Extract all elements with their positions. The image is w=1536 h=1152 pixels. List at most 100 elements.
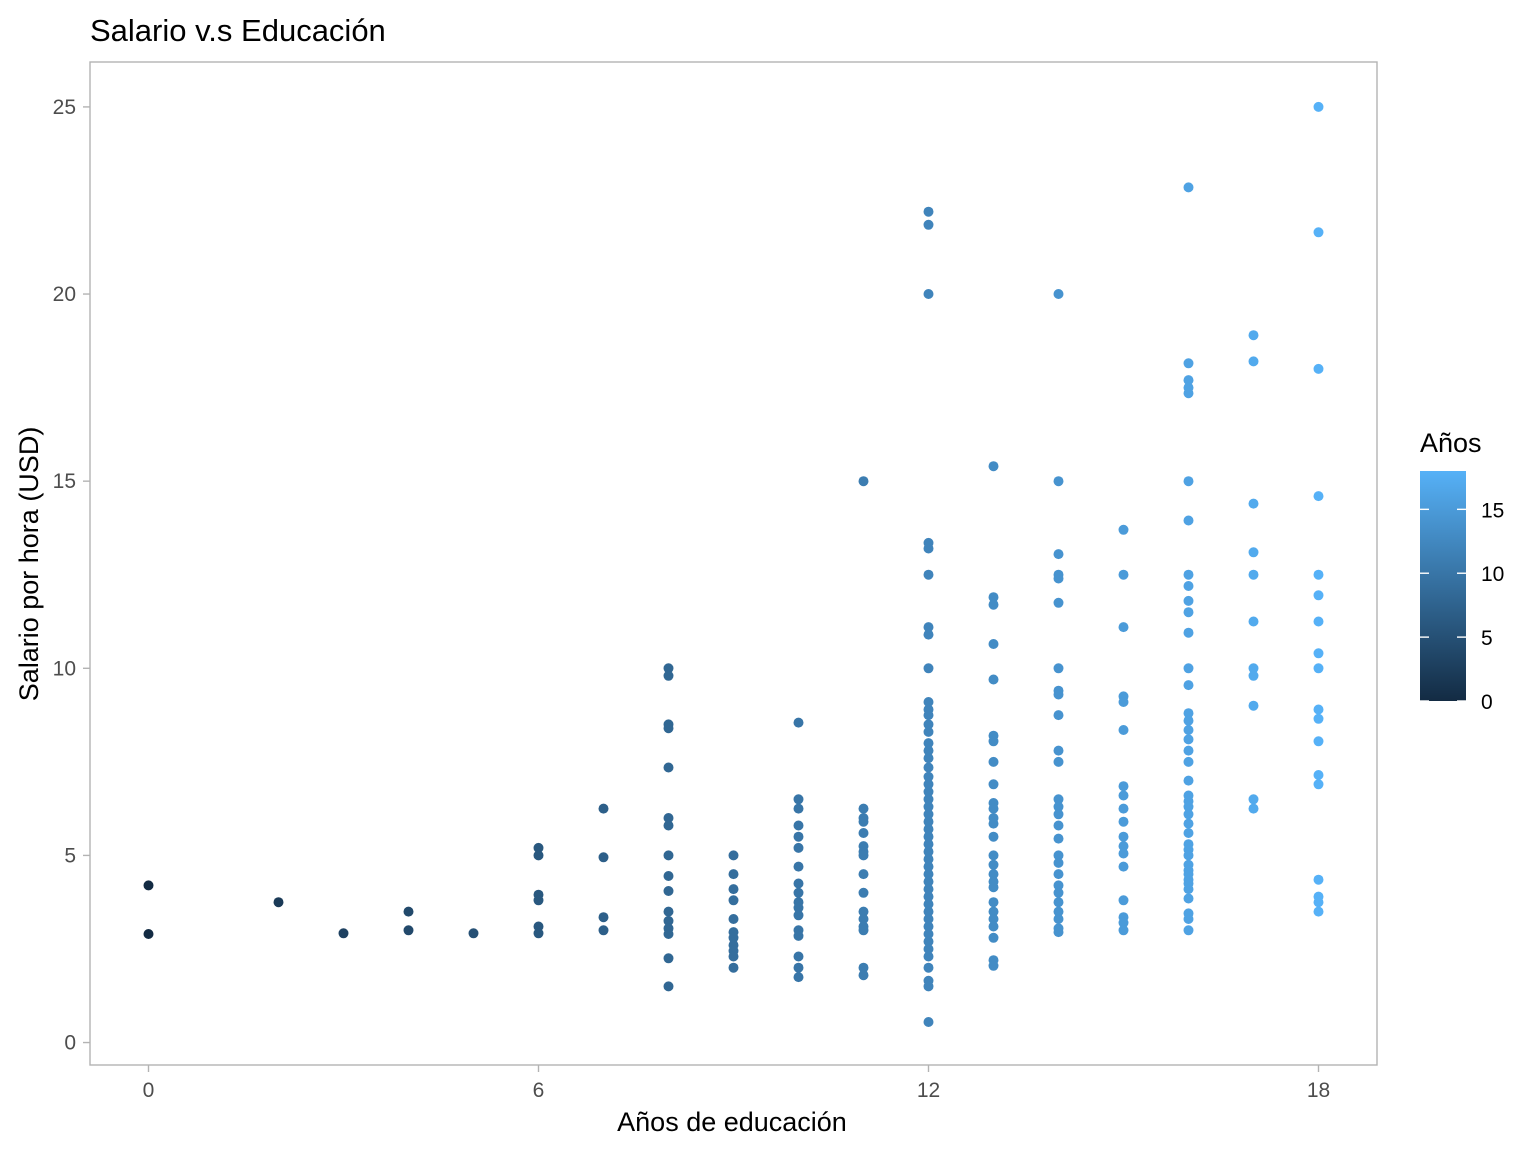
data-point xyxy=(1313,590,1324,601)
data-point xyxy=(1118,925,1129,936)
colorbar-tick-label: 10 xyxy=(1481,563,1504,586)
x-axis-label: Años de educación xyxy=(617,1107,847,1137)
data-point xyxy=(988,869,999,880)
data-point xyxy=(793,803,804,814)
data-point xyxy=(988,850,999,861)
data-point xyxy=(793,930,804,941)
data-point xyxy=(1118,781,1129,792)
data-point xyxy=(923,899,934,910)
data-point xyxy=(793,717,804,728)
data-point xyxy=(923,289,934,299)
data-point xyxy=(728,932,739,943)
data-point xyxy=(728,895,739,906)
data-point xyxy=(1053,897,1064,908)
data-point xyxy=(1053,820,1064,831)
data-point xyxy=(988,803,999,814)
data-point xyxy=(1118,790,1129,801)
data-point xyxy=(1183,818,1194,829)
data-point xyxy=(923,809,934,820)
data-point xyxy=(598,912,609,923)
data-point xyxy=(923,936,934,947)
data-point xyxy=(1183,893,1194,904)
data-point xyxy=(1118,524,1129,535)
data-point xyxy=(728,914,739,924)
data-point xyxy=(1183,595,1194,606)
data-point xyxy=(1313,491,1324,502)
data-point xyxy=(663,886,674,896)
data-point xyxy=(858,476,869,487)
data-point xyxy=(1183,388,1194,399)
data-point xyxy=(1053,906,1064,917)
data-point xyxy=(598,925,609,936)
data-point xyxy=(923,951,934,962)
data-point xyxy=(1313,569,1324,580)
data-point xyxy=(1248,616,1259,627)
data-point xyxy=(1183,680,1194,691)
data-point xyxy=(663,813,674,823)
data-point xyxy=(1118,861,1129,872)
data-point xyxy=(923,944,934,954)
data-point xyxy=(1118,831,1129,842)
data-point xyxy=(1053,880,1064,891)
data-point xyxy=(1248,803,1259,814)
data-point xyxy=(728,869,739,880)
data-point xyxy=(1053,869,1064,880)
data-point xyxy=(663,723,674,734)
data-point xyxy=(858,925,869,936)
data-point xyxy=(1313,897,1324,908)
data-point xyxy=(1183,850,1194,861)
data-point xyxy=(1053,887,1064,898)
x-tick-label: 12 xyxy=(917,1079,940,1102)
data-point xyxy=(663,915,674,926)
data-point xyxy=(1183,734,1194,745)
y-axis: 0 5 10 15 20 25 xyxy=(53,96,90,1055)
data-point xyxy=(988,831,999,842)
data-point xyxy=(923,861,934,872)
data-point xyxy=(1248,569,1259,580)
data-point xyxy=(663,663,674,674)
data-point xyxy=(1053,801,1064,812)
data-point xyxy=(1183,775,1194,786)
data-point xyxy=(988,906,999,917)
y-tick-label: 0 xyxy=(64,1032,76,1055)
data-point xyxy=(1313,101,1324,112)
data-point xyxy=(403,906,414,917)
data-point xyxy=(793,842,804,853)
y-axis-label: Salario por hora (USD) xyxy=(14,427,44,702)
data-point xyxy=(663,850,674,861)
data-point xyxy=(923,839,934,850)
data-point xyxy=(338,928,349,939)
data-point xyxy=(988,736,999,747)
data-point xyxy=(1183,925,1194,936)
data-point xyxy=(923,629,934,640)
data-point xyxy=(923,816,934,827)
data-point xyxy=(858,803,869,814)
data-point xyxy=(1313,704,1324,715)
data-point xyxy=(1313,770,1324,780)
data-point xyxy=(988,756,999,767)
data-point xyxy=(858,970,869,981)
legend-title: Años xyxy=(1420,428,1482,458)
data-point xyxy=(858,850,869,861)
data-point xyxy=(663,981,674,992)
data-point xyxy=(1313,906,1324,917)
data-point xyxy=(1053,914,1064,924)
data-point xyxy=(663,762,674,773)
data-point xyxy=(1183,715,1194,726)
data-point xyxy=(728,850,739,861)
data-point xyxy=(1183,375,1194,386)
data-point xyxy=(793,902,804,913)
data-point xyxy=(1313,227,1324,238)
data-point xyxy=(273,897,284,908)
data-point xyxy=(923,219,934,230)
data-point xyxy=(1053,809,1064,820)
data-point xyxy=(533,895,544,906)
data-point xyxy=(1118,803,1129,814)
data-point xyxy=(793,794,804,805)
data-point xyxy=(1183,745,1194,756)
data-point xyxy=(1053,756,1064,767)
data-point xyxy=(923,962,934,973)
data-point xyxy=(1313,648,1324,659)
data-point xyxy=(858,914,869,924)
data-point xyxy=(1183,515,1194,526)
